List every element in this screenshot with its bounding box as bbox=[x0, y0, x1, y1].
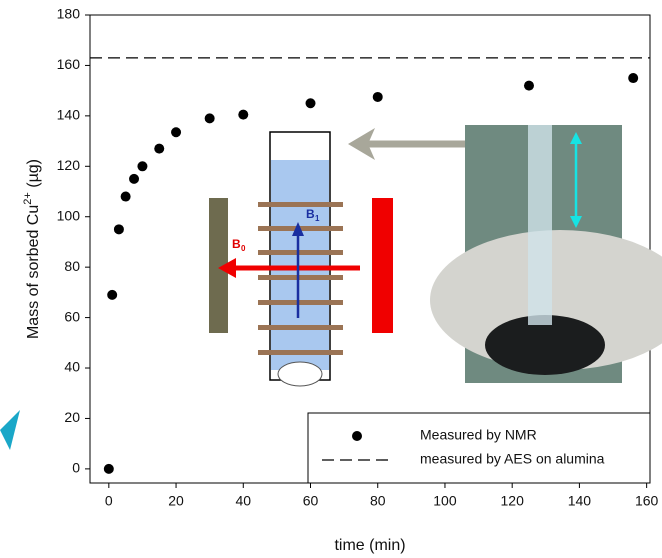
y-axis-label-part: (µg) bbox=[25, 159, 42, 192]
inset-label: B bbox=[306, 207, 315, 221]
data-point bbox=[628, 73, 639, 84]
y-tick-label: 40 bbox=[64, 359, 80, 375]
data-point bbox=[129, 173, 140, 184]
data-point bbox=[103, 463, 114, 474]
inset-label: 0 bbox=[241, 244, 246, 253]
inset-diagram: B 1B 0 bbox=[209, 125, 662, 387]
data-point bbox=[372, 91, 383, 102]
inset-label: B bbox=[232, 237, 241, 251]
y-tick-label: 120 bbox=[57, 157, 81, 173]
y-tick-label: 20 bbox=[64, 409, 80, 425]
data-point bbox=[154, 143, 165, 154]
y-tick-label: 160 bbox=[57, 56, 81, 72]
data-point bbox=[523, 80, 534, 91]
data-point bbox=[238, 109, 249, 120]
data-point bbox=[305, 98, 316, 109]
data-point bbox=[137, 161, 148, 172]
x-tick-label: 0 bbox=[105, 493, 113, 509]
x-tick-label: 120 bbox=[501, 493, 525, 509]
data-point bbox=[107, 289, 118, 300]
decoration bbox=[0, 410, 20, 450]
data-point bbox=[204, 113, 215, 124]
x-axis-label: time (min) bbox=[334, 537, 405, 554]
x-tick-label: 60 bbox=[303, 493, 319, 509]
y-tick-label: 180 bbox=[57, 6, 81, 22]
y-tick-label: 80 bbox=[64, 258, 80, 274]
y-tick-label: 140 bbox=[57, 107, 81, 123]
x-tick-label: 40 bbox=[235, 493, 251, 509]
data-point bbox=[171, 127, 182, 138]
y-tick-label: 0 bbox=[72, 460, 80, 476]
inset-label: 1 bbox=[315, 214, 320, 223]
x-tick-label: 160 bbox=[635, 493, 659, 509]
data-point bbox=[113, 224, 124, 235]
y-axis-label-part: Mass of sorbed Cu bbox=[25, 205, 42, 339]
y-axis-label: Mass of sorbed Cu2+ (µg) bbox=[22, 159, 42, 339]
y-tick-label: 100 bbox=[57, 207, 81, 223]
legend-label: Measured by NMR bbox=[420, 427, 537, 443]
x-tick-label: 140 bbox=[568, 493, 592, 509]
y-tick-label: 60 bbox=[64, 308, 80, 324]
legend-marker bbox=[352, 431, 362, 441]
x-tick-label: 80 bbox=[370, 493, 386, 509]
x-tick-label: 100 bbox=[433, 493, 457, 509]
legend-label: measured by AES on alumina bbox=[420, 451, 605, 467]
y-axis-label-part: 2+ bbox=[22, 192, 34, 205]
data-point bbox=[120, 191, 131, 202]
legend bbox=[307, 412, 651, 484]
x-tick-label: 20 bbox=[168, 493, 184, 509]
